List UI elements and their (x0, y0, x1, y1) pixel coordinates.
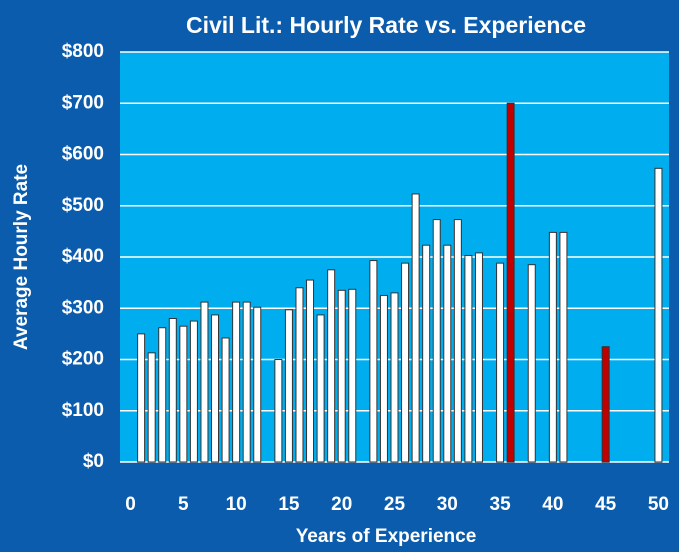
bar (295, 287, 304, 463)
bar (474, 252, 483, 463)
x-tick-label: 50 (648, 494, 669, 515)
bar (232, 301, 241, 463)
bar (548, 231, 557, 463)
x-tick-label: 35 (490, 494, 512, 515)
y-tick-label: $700 (62, 92, 104, 113)
y-tick-label: $0 (83, 451, 104, 472)
bar (306, 279, 315, 463)
bar (284, 309, 293, 463)
y-tick-label: $400 (62, 246, 104, 267)
bar (179, 325, 188, 463)
y-tick-label: $600 (62, 144, 104, 165)
x-tick-label: 5 (178, 494, 189, 515)
y-tick-label: $100 (62, 400, 104, 421)
bar (137, 333, 146, 463)
bar (432, 219, 441, 463)
bar (274, 359, 283, 463)
bar (168, 318, 177, 463)
bar (189, 320, 198, 463)
bar (601, 346, 610, 463)
bar (253, 306, 262, 463)
y-tick-label: $200 (62, 349, 104, 370)
bar (422, 244, 431, 463)
bar (337, 289, 346, 463)
bar (443, 244, 452, 463)
bar (242, 301, 251, 463)
bar (390, 292, 399, 463)
bar (496, 262, 505, 463)
y-tick-label: $800 (62, 41, 104, 62)
y-axis-label: Average Hourly Rate (11, 164, 32, 350)
bar (464, 254, 473, 463)
bar (559, 231, 568, 463)
bar (453, 219, 462, 463)
bar (379, 294, 388, 463)
x-axis-label: Years of Experience (296, 526, 477, 547)
bar (327, 269, 336, 463)
bar (221, 337, 230, 463)
bar (411, 193, 420, 463)
y-tick-label: $300 (62, 297, 104, 318)
bar (369, 260, 378, 463)
x-tick-label: 0 (125, 494, 136, 515)
bar (348, 288, 357, 463)
x-tick-label: 25 (384, 494, 406, 515)
x-tick-label: 20 (331, 494, 352, 515)
bar (211, 314, 220, 463)
y-tick-label: $500 (62, 195, 104, 216)
chart-title: Civil Lit.: Hourly Rate vs. Experience (186, 12, 586, 38)
bar (316, 314, 325, 463)
bar (200, 301, 209, 463)
bar (147, 352, 156, 463)
bar (527, 264, 536, 463)
bar (401, 262, 410, 463)
x-tick-label: 15 (278, 494, 300, 515)
x-tick-label: 40 (542, 494, 563, 515)
bar (654, 167, 663, 463)
x-tick-label: 30 (437, 494, 458, 515)
x-tick-label: 10 (226, 494, 247, 515)
bar (506, 102, 515, 463)
x-tick-label: 45 (595, 494, 617, 515)
bar (158, 327, 167, 463)
